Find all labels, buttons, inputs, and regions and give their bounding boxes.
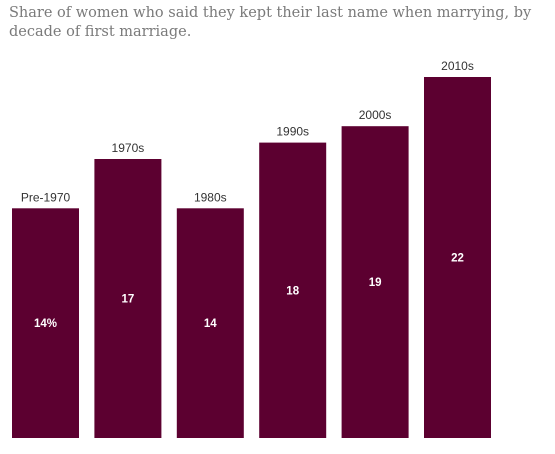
bar-2000s [341,126,409,438]
value-label-2010s: 22 [451,253,464,265]
category-label-1980s: 1980s [194,190,227,204]
bar-1970s [94,159,162,438]
category-label-1970s: 1970s [112,141,145,155]
category-label-pre-1970: Pre-1970 [21,190,71,204]
category-label-2010s: 2010s [441,59,474,73]
bar-2010s [424,77,491,438]
value-label-pre-1970: 14% [34,318,57,330]
bar-1990s [259,142,327,438]
bar-1980s [176,208,244,438]
category-label-2000s: 2000s [359,108,392,122]
chart-title: Share of women who said they kept their … [9,5,532,40]
bar-pre-1970 [12,208,79,438]
value-label-2000s: 19 [369,277,382,289]
category-label-1990s: 1990s [276,125,309,139]
value-label-1980s: 14 [204,318,217,330]
value-label-1990s: 18 [286,285,299,297]
value-label-1970s: 17 [122,294,135,306]
